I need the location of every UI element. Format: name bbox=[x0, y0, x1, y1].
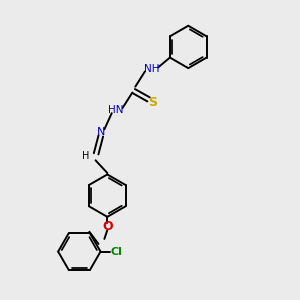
Text: HN: HN bbox=[108, 105, 124, 115]
Text: N: N bbox=[97, 127, 106, 137]
Text: H: H bbox=[82, 151, 90, 161]
Text: S: S bbox=[148, 96, 158, 110]
Text: Cl: Cl bbox=[111, 247, 123, 256]
Text: NH: NH bbox=[144, 64, 159, 74]
Text: O: O bbox=[102, 220, 112, 233]
